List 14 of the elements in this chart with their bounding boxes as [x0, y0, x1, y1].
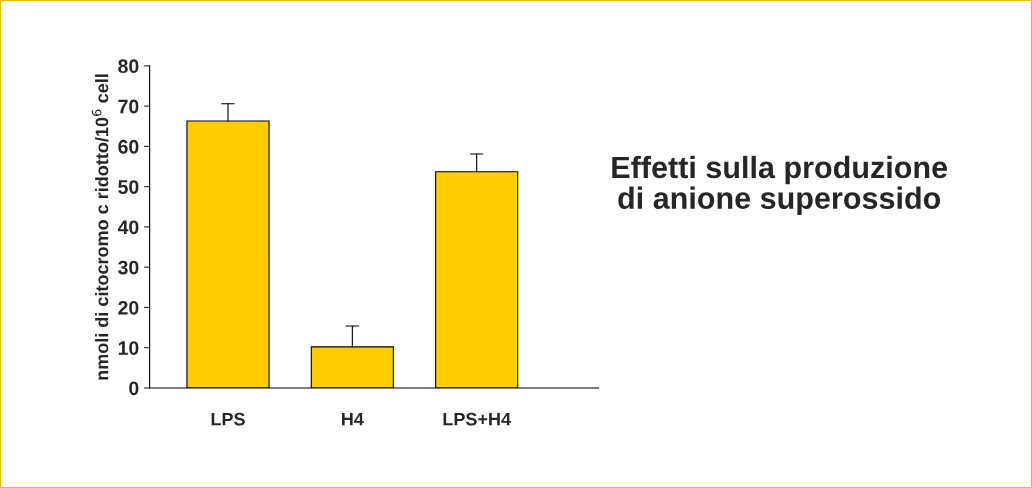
y-tick-label: 20 [118, 300, 139, 315]
y-tick-label: 80 [118, 59, 139, 74]
x-tick-label: LPS+H4 [443, 412, 511, 426]
y-tick-label: 10 [118, 341, 139, 355]
y-tick-label: 70 [118, 99, 139, 114]
y-tick-label: 30 [118, 260, 139, 275]
y-tick-label: 50 [118, 180, 139, 194]
y-tick-label: 0 [129, 381, 139, 396]
y-tick-label: 40 [117, 220, 139, 235]
text: Effetti sulla produzione di anione superossido [612, 155, 948, 216]
y-axis-title: nmoli di citocromo c ridotto/10$^{6}$ cell [91, 74, 109, 380]
x-tick-label: H4 [342, 412, 364, 426]
y-tick-label: 60 [118, 139, 139, 154]
x-tick-label: LPS [211, 412, 245, 426]
